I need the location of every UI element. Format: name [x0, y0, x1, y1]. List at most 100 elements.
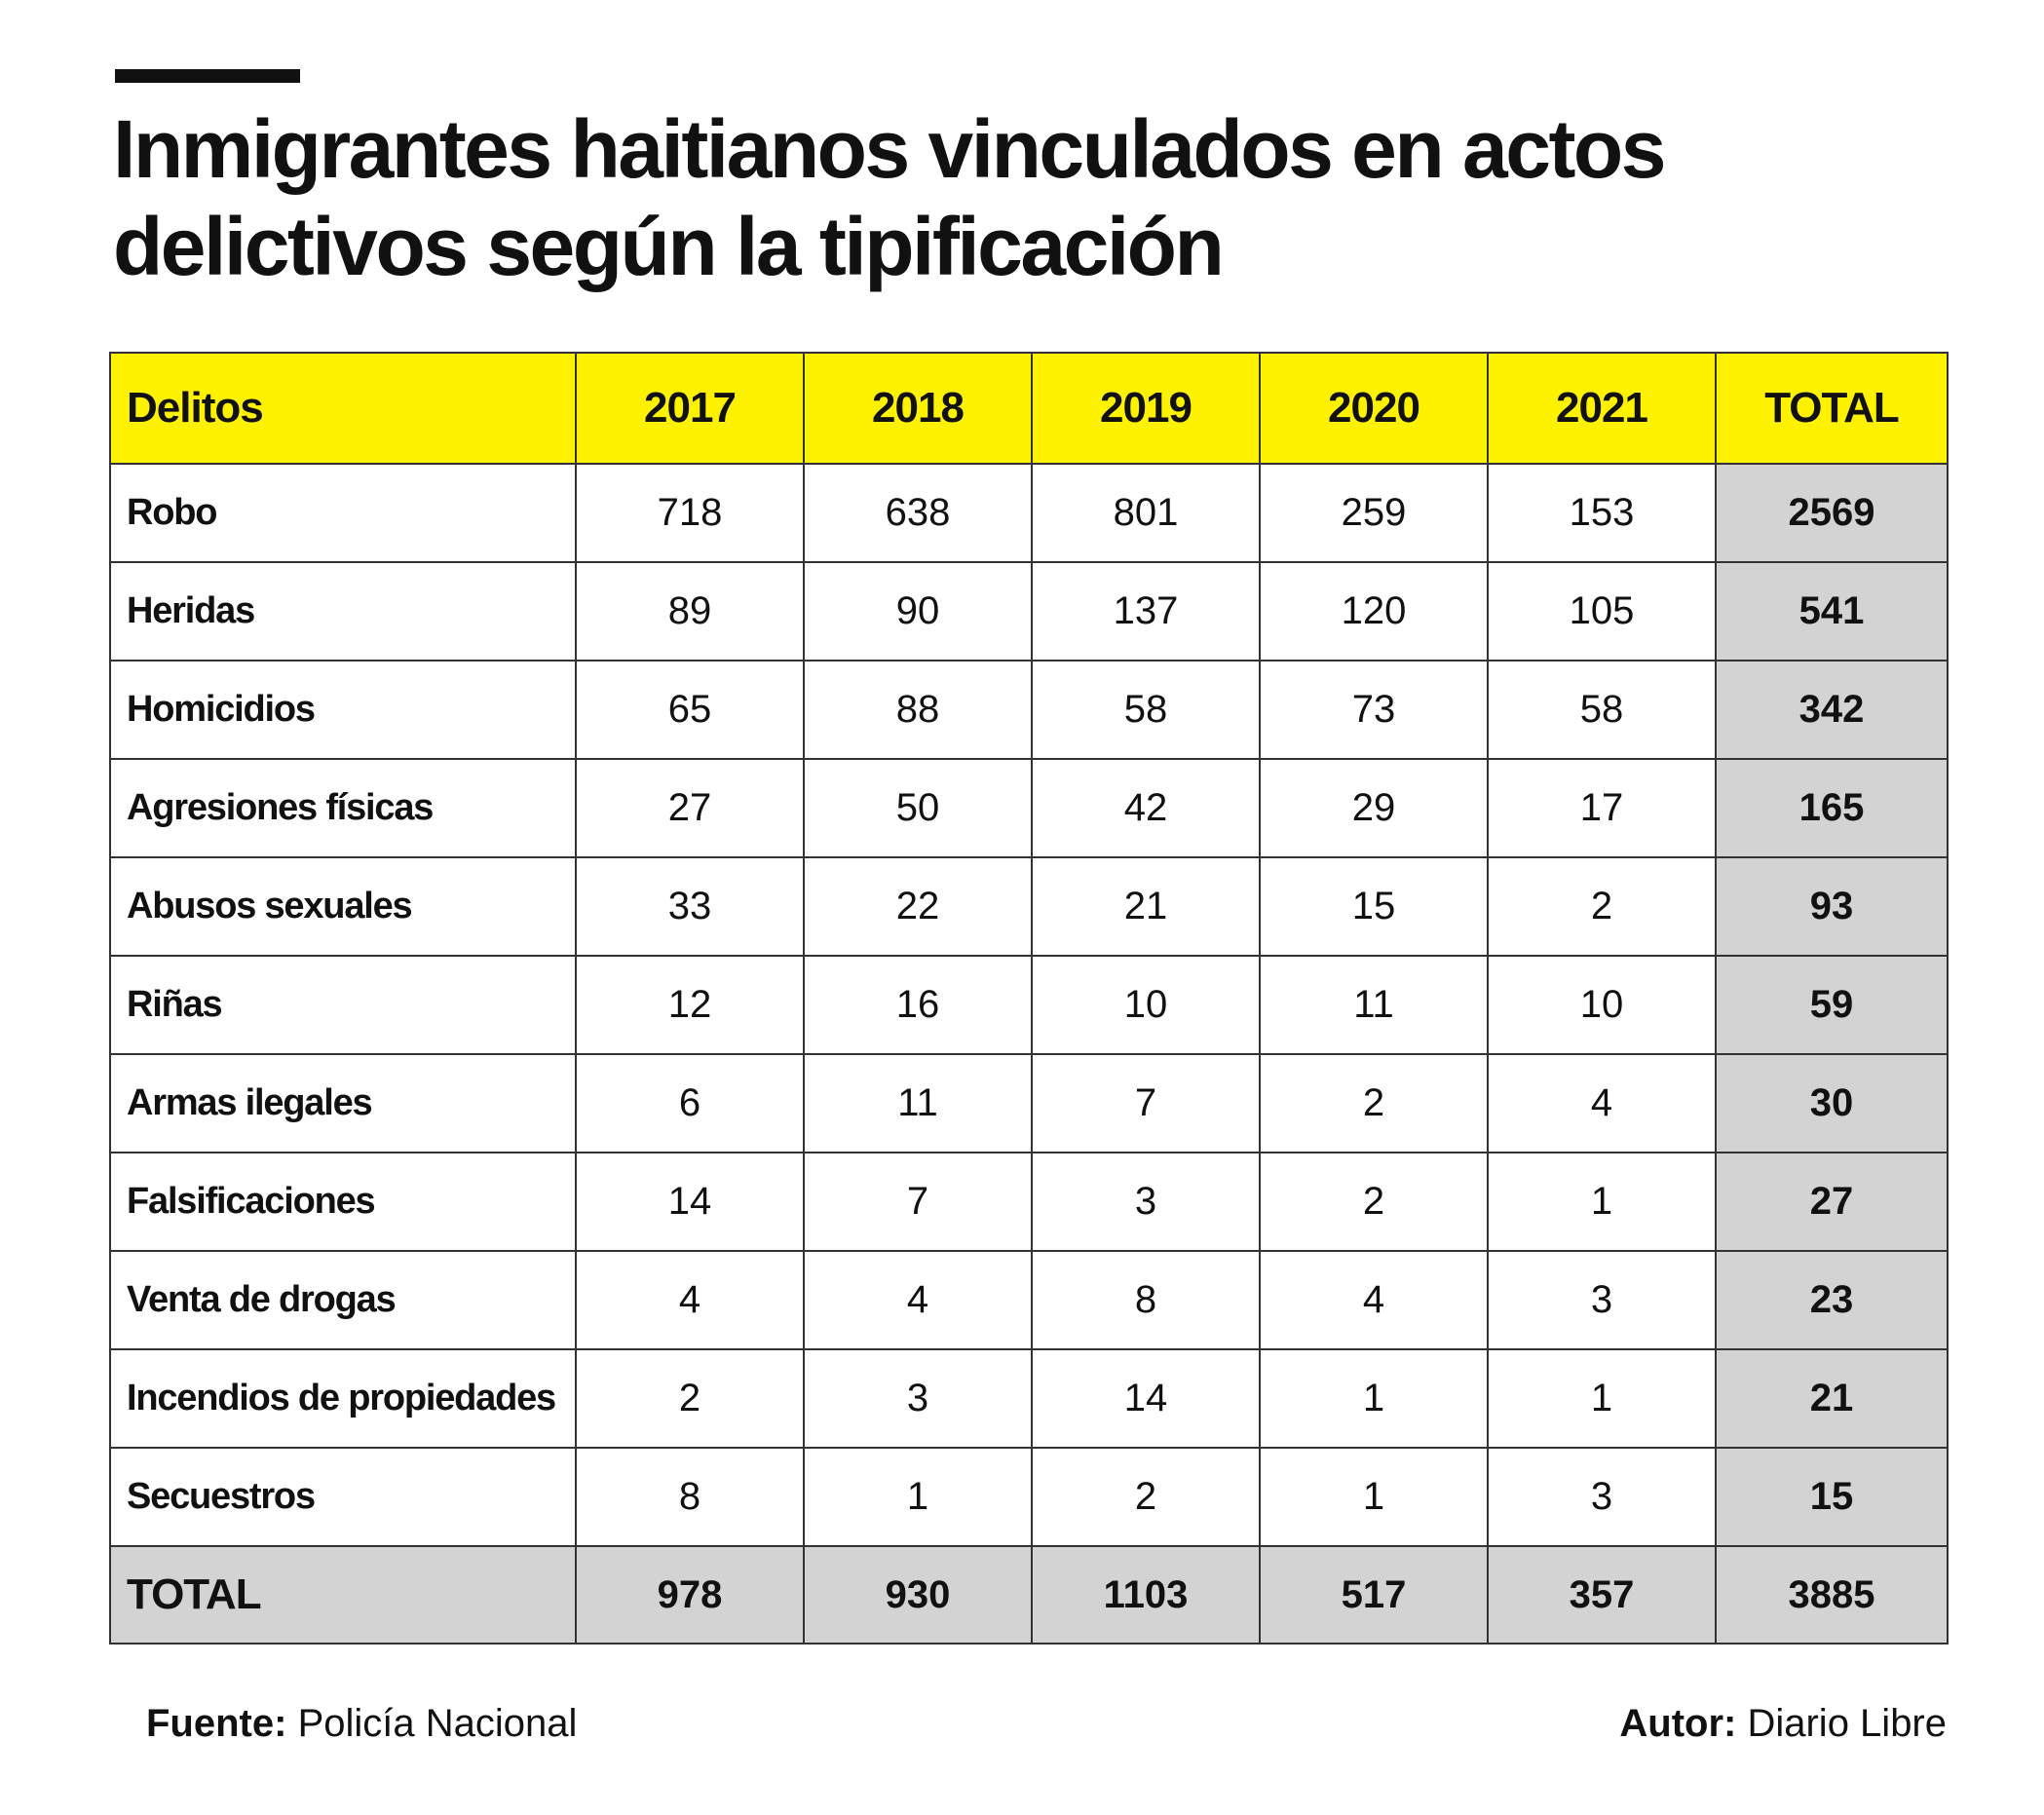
cell-value: 638: [803, 463, 1033, 563]
table-row: Secuestros 8 1 2 1 3 15: [109, 1447, 1949, 1547]
cell-value: 29: [1259, 758, 1489, 858]
cell-value: 1: [803, 1447, 1033, 1547]
row-total: 15: [1715, 1447, 1949, 1547]
table-row: Falsificaciones 14 7 3 2 1 27: [109, 1152, 1949, 1252]
cell-value: 4: [803, 1250, 1033, 1350]
cell-value: 3: [803, 1348, 1033, 1449]
cell-value: 3: [1031, 1152, 1261, 1252]
cell-value: 2: [1259, 1152, 1489, 1252]
cell-value: 153: [1487, 463, 1717, 563]
column-header-2021: 2021: [1487, 352, 1716, 465]
column-total: 357: [1487, 1545, 1717, 1645]
cell-value: 3: [1487, 1250, 1717, 1350]
cell-value: 137: [1031, 561, 1261, 662]
cell-value: 89: [575, 561, 805, 662]
row-label: Abusos sexuales: [109, 856, 577, 957]
cell-value: 11: [803, 1053, 1033, 1153]
column-total: 517: [1259, 1545, 1489, 1645]
row-label: Incendios de propiedades: [109, 1348, 577, 1449]
cell-value: 10: [1487, 955, 1717, 1055]
row-label: Robo: [109, 463, 577, 563]
cell-value: 21: [1031, 856, 1261, 957]
column-header-total: TOTAL: [1715, 352, 1948, 465]
title-accent-bar: [115, 69, 300, 83]
cell-value: 4: [1259, 1250, 1489, 1350]
row-total: 165: [1715, 758, 1949, 858]
table-row: Riñas 12 16 10 11 10 59: [109, 955, 1949, 1055]
cell-value: 2: [1031, 1447, 1261, 1547]
source-value: Policía Nacional: [297, 1702, 578, 1745]
author-label: Autor:: [1619, 1702, 1737, 1745]
author-credit: Autor: Diario Libre: [1619, 1700, 1947, 1747]
cell-value: 11: [1259, 955, 1489, 1055]
row-label: Venta de drogas: [109, 1250, 577, 1350]
cell-value: 4: [1487, 1053, 1717, 1153]
cell-value: 90: [803, 561, 1033, 662]
cell-value: 2: [1259, 1053, 1489, 1153]
row-label: Riñas: [109, 955, 577, 1055]
source-credit: Fuente: Policía Nacional: [146, 1700, 577, 1747]
cell-value: 1: [1487, 1348, 1717, 1449]
cell-value: 14: [1031, 1348, 1261, 1449]
cell-value: 2: [1487, 856, 1717, 957]
row-label: Falsificaciones: [109, 1152, 577, 1252]
cell-value: 73: [1259, 660, 1489, 760]
cell-value: 58: [1031, 660, 1261, 760]
cell-value: 50: [803, 758, 1033, 858]
row-total: 23: [1715, 1250, 1949, 1350]
row-total: 30: [1715, 1053, 1949, 1153]
cell-value: 8: [575, 1447, 805, 1547]
table-row: Venta de drogas 4 4 8 4 3 23: [109, 1250, 1949, 1350]
row-total: 93: [1715, 856, 1949, 957]
cell-value: 1: [1487, 1152, 1717, 1252]
cell-value: 718: [575, 463, 805, 563]
table-row: Abusos sexuales 33 22 21 15 2 93: [109, 856, 1949, 957]
table-row: Homicidios 65 88 58 73 58 342: [109, 660, 1949, 760]
author-value: Diario Libre: [1747, 1702, 1947, 1745]
table-totals-row: TOTAL 978 930 1103 517 357 3885: [109, 1545, 1949, 1645]
cell-value: 14: [575, 1152, 805, 1252]
table-row: Armas ilegales 6 11 7 2 4 30: [109, 1053, 1949, 1153]
cell-value: 65: [575, 660, 805, 760]
cell-value: 42: [1031, 758, 1261, 858]
column-total: 978: [575, 1545, 805, 1645]
row-total: 2569: [1715, 463, 1949, 563]
cell-value: 801: [1031, 463, 1261, 563]
grand-total: 3885: [1715, 1545, 1949, 1645]
cell-value: 1: [1259, 1447, 1489, 1547]
column-header-delitos: Delitos: [110, 352, 576, 465]
column-header-2020: 2020: [1259, 352, 1488, 465]
table-body: Robo 718 638 801 259 153 2569 Heridas 89 90 137 120…: [109, 463, 1949, 1547]
table-row: Incendios de propiedades 2 3 14 1 1 21: [109, 1348, 1949, 1449]
cell-value: 10: [1031, 955, 1261, 1055]
cell-value: 259: [1259, 463, 1489, 563]
cell-value: 15: [1259, 856, 1489, 957]
cell-value: 12: [575, 955, 805, 1055]
title-line-1: Inmigrantes haitianos vinculados en acto…: [113, 103, 1666, 195]
row-total: 27: [1715, 1152, 1949, 1252]
cell-value: 16: [803, 955, 1033, 1055]
cell-value: 2: [575, 1348, 805, 1449]
cell-value: 105: [1487, 561, 1717, 662]
row-total: 59: [1715, 955, 1949, 1055]
cell-value: 58: [1487, 660, 1717, 760]
cell-value: 120: [1259, 561, 1489, 662]
row-label: Armas ilegales: [109, 1053, 577, 1153]
cell-value: 6: [575, 1053, 805, 1153]
page-title: Inmigrantes haitianos vinculados en acto…: [113, 100, 1964, 295]
table-header-row: Delitos 2017 2018 2019 2020 2021 TOTAL: [110, 352, 1948, 465]
row-total: 21: [1715, 1348, 1949, 1449]
row-total: 541: [1715, 561, 1949, 662]
cell-value: 3: [1487, 1447, 1717, 1547]
cell-value: 7: [1031, 1053, 1261, 1153]
column-total: 1103: [1031, 1545, 1261, 1645]
cell-value: 4: [575, 1250, 805, 1350]
column-header-2018: 2018: [803, 352, 1032, 465]
cell-value: 27: [575, 758, 805, 858]
row-label: Heridas: [109, 561, 577, 662]
title-line-2: delictivos según la tipificación: [113, 201, 1225, 292]
row-total: 342: [1715, 660, 1949, 760]
cell-value: 88: [803, 660, 1033, 760]
source-label: Fuente:: [146, 1702, 287, 1745]
table-row: Robo 718 638 801 259 153 2569: [109, 463, 1949, 563]
